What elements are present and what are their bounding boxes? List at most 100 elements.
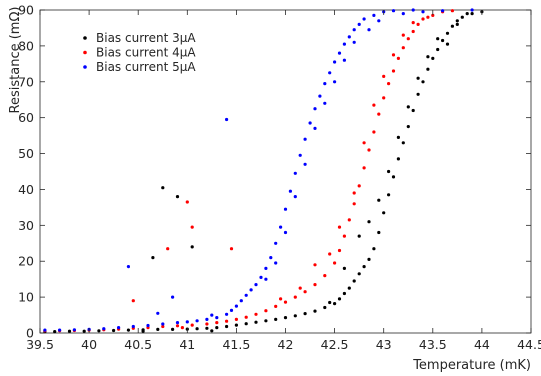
data-point: [367, 220, 371, 224]
data-point: [274, 304, 278, 308]
data-point: [401, 33, 405, 37]
data-point: [298, 286, 302, 290]
x-tick-label: 42: [278, 337, 294, 352]
data-point: [318, 94, 322, 98]
data-point: [210, 329, 214, 333]
y-tick-label: 80: [18, 38, 34, 53]
data-point: [342, 234, 346, 238]
data-point: [185, 320, 189, 324]
data-point: [406, 37, 410, 41]
data-point: [387, 169, 391, 174]
legend-marker: [83, 65, 87, 69]
data-points: [43, 8, 484, 334]
y-tick-label: 0: [26, 326, 34, 341]
x-tick-label: 42.5: [321, 337, 349, 352]
x-tick-label: 44.5: [517, 337, 541, 352]
data-point: [426, 67, 430, 71]
data-point: [161, 322, 165, 326]
data-point: [171, 327, 175, 331]
data-point: [416, 76, 420, 80]
data-point: [445, 42, 450, 46]
data-point: [234, 323, 238, 327]
data-point: [421, 10, 425, 14]
data-point: [146, 323, 150, 328]
data-point: [352, 191, 356, 195]
data-point: [293, 295, 297, 299]
plot-area: [39, 9, 532, 334]
data-point: [362, 166, 366, 170]
data-point: [406, 105, 410, 109]
data-point: [283, 316, 288, 320]
data-point: [401, 46, 405, 50]
x-tick-label: 40.5: [124, 337, 152, 352]
data-point: [215, 316, 219, 320]
data-point: [288, 189, 292, 193]
y-tick-label: 40: [18, 182, 34, 197]
data-point: [117, 326, 121, 330]
data-point: [387, 82, 391, 86]
data-point: [421, 17, 425, 21]
data-point: [382, 96, 386, 100]
data-point: [411, 21, 415, 25]
data-point: [328, 300, 332, 305]
data-point: [372, 13, 376, 17]
data-point: [283, 207, 288, 211]
data-point: [401, 12, 405, 16]
data-point: [465, 12, 469, 16]
data-point: [372, 130, 376, 134]
data-point: [229, 247, 234, 251]
data-point: [323, 274, 327, 278]
data-point: [441, 9, 445, 13]
data-point: [333, 60, 337, 64]
data-point: [151, 256, 155, 260]
data-point: [225, 319, 229, 323]
legend-label: Bias current 5μA: [96, 60, 196, 74]
data-point: [313, 107, 317, 111]
data-point: [264, 319, 268, 323]
data-point: [416, 22, 420, 26]
data-point: [72, 328, 76, 332]
y-tick-label: 30: [18, 218, 34, 233]
data-point: [347, 286, 351, 290]
data-point: [323, 82, 327, 86]
data-point: [264, 277, 268, 281]
data-point: [190, 245, 194, 249]
data-point: [303, 162, 307, 166]
data-point: [161, 324, 165, 329]
x-tick-label: 43.5: [419, 337, 447, 352]
data-point: [190, 323, 194, 327]
data-point: [333, 302, 337, 306]
data-point: [274, 317, 278, 321]
data-point: [352, 28, 356, 32]
data-point: [269, 256, 273, 260]
data-point: [377, 230, 381, 235]
data-point: [43, 328, 47, 332]
data-point: [259, 275, 263, 279]
y-tick-label: 10: [18, 290, 34, 305]
data-point: [303, 290, 307, 294]
data-point: [195, 319, 199, 323]
data-point: [391, 9, 396, 13]
data-point: [97, 329, 101, 333]
data-point: [470, 12, 474, 16]
data-point: [342, 291, 346, 296]
data-point: [436, 37, 440, 41]
x-tick-label: 43: [376, 337, 392, 352]
data-point: [337, 51, 342, 55]
data-point: [328, 71, 332, 75]
data-point: [274, 261, 278, 265]
data-point: [391, 175, 396, 179]
data-point: [396, 135, 400, 139]
data-point: [313, 263, 317, 267]
data-point: [225, 324, 229, 329]
data-point: [264, 266, 268, 270]
data-point: [244, 315, 248, 319]
data-point: [426, 15, 430, 19]
data-point: [141, 329, 145, 333]
data-point: [411, 29, 415, 34]
data-point: [411, 108, 415, 113]
data-point: [377, 112, 381, 116]
data-point: [313, 126, 317, 130]
data-point: [112, 328, 116, 333]
data-point: [347, 35, 351, 39]
